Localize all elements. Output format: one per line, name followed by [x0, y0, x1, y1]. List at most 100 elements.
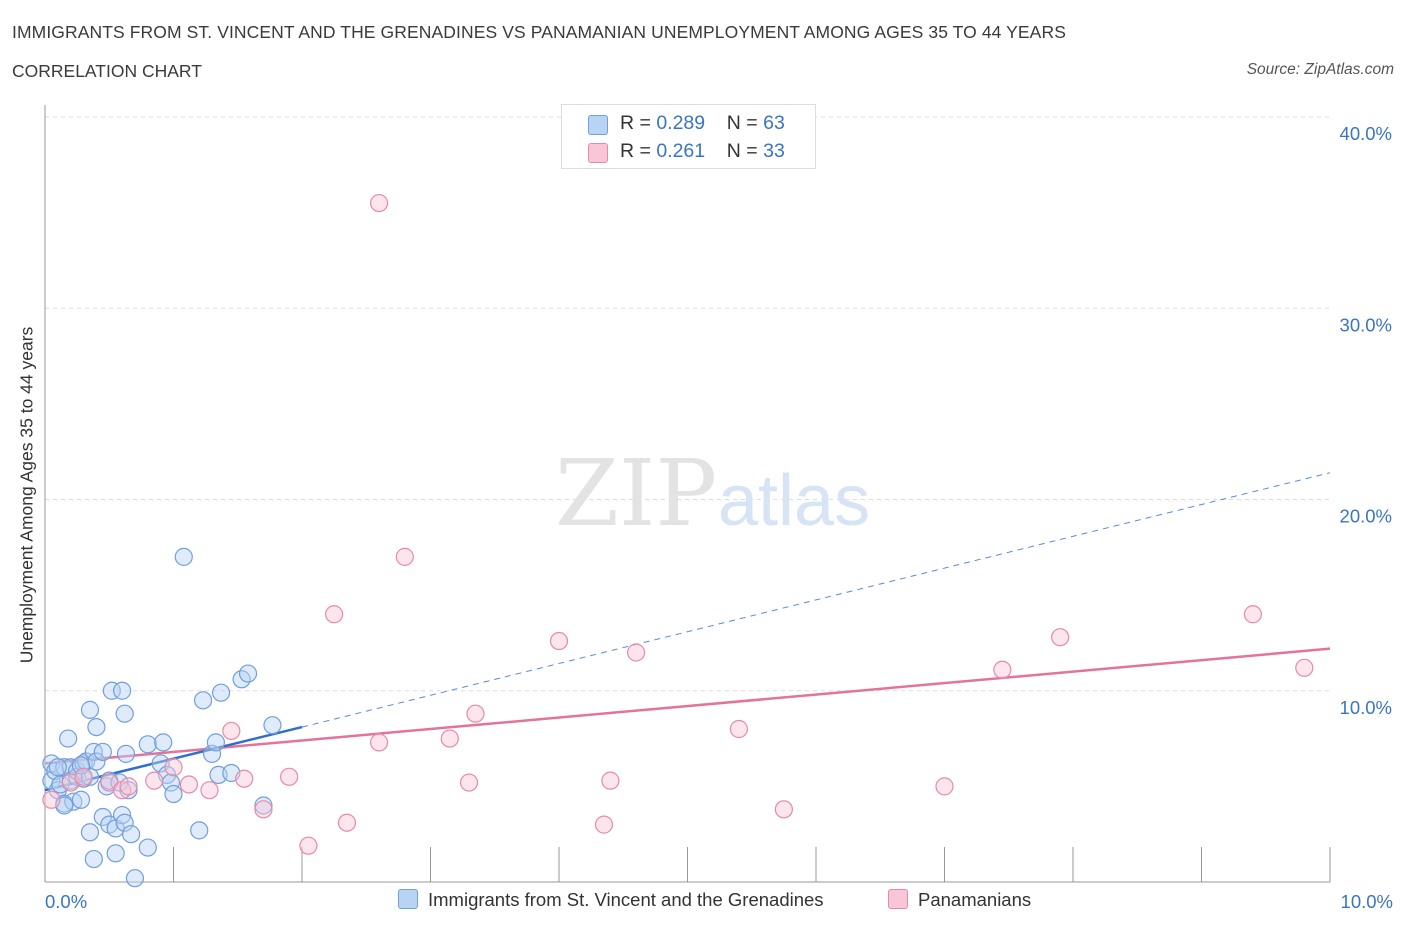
point-pink: [774, 800, 793, 819]
point-pink: [235, 769, 254, 788]
point-blue: [84, 849, 103, 869]
x-tick-label: 10.0%: [1341, 891, 1393, 912]
point-blue: [119, 781, 138, 800]
point-pink: [74, 767, 93, 786]
point-blue: [93, 742, 112, 762]
point-blue: [174, 547, 193, 566]
point-pink: [1243, 605, 1263, 624]
point-blue: [154, 733, 173, 752]
bottom-legend-swatch-pink: [888, 889, 908, 909]
point-blue: [115, 813, 134, 832]
point-pink: [601, 771, 620, 790]
point-pink: [119, 777, 138, 796]
legend-swatch-blue: [588, 115, 608, 135]
point-blue: [263, 716, 282, 735]
point-pink: [164, 758, 183, 777]
point-pink: [337, 813, 357, 832]
legend-r-label: R =: [620, 140, 657, 162]
y-tick-label: 10.0%: [1340, 697, 1392, 718]
y-tick-label: 20.0%: [1340, 506, 1392, 527]
grid-lines: [45, 116, 1330, 692]
point-pink: [466, 704, 485, 723]
bottom-legend-label-pink: Panamanians: [918, 889, 1032, 910]
point-blue: [202, 744, 222, 763]
point-blue: [102, 681, 121, 700]
source-label: Source: ZipAtlas.com: [1246, 61, 1394, 78]
tick-labels: 10.0% 20.0% 30.0% 40.0% 0.0% 10.0%: [45, 123, 1393, 912]
legend-r-value: 0.261: [656, 140, 706, 162]
legend-r-value: 0.289: [656, 112, 706, 134]
point-blue: [206, 733, 226, 752]
point-blue: [71, 790, 91, 809]
point-blue: [164, 784, 183, 804]
y-axis-label: Unemployment Among Ages 35 to 44 years: [16, 326, 37, 664]
axes: [44, 105, 1331, 883]
point-pink: [222, 721, 241, 741]
point-pink: [145, 771, 164, 790]
point-pink: [459, 773, 479, 792]
y-tick-label: 30.0%: [1340, 314, 1392, 335]
point-blue: [121, 825, 141, 844]
point-pink: [549, 631, 569, 651]
point-pink: [325, 605, 344, 624]
legend-n-label: N =: [726, 140, 764, 162]
point-blue: [80, 823, 100, 842]
point-blue: [87, 752, 106, 771]
point-blue: [59, 729, 78, 748]
legend-swatch-pink: [588, 143, 608, 163]
point-blue: [138, 735, 157, 754]
point-pink: [993, 660, 1012, 679]
point-blue: [106, 844, 125, 863]
bottom-legend-swatch-blue: [398, 889, 418, 909]
point-pink: [440, 729, 459, 748]
point-blue: [238, 664, 258, 683]
point-pink: [179, 775, 199, 794]
point-blue: [254, 796, 273, 815]
point-blue: [116, 744, 136, 763]
point-pink: [395, 547, 414, 566]
point-pink: [1051, 628, 1070, 647]
point-blue: [112, 681, 132, 700]
legend-r-label: R =: [620, 112, 657, 134]
point-blue: [193, 691, 213, 710]
y-tick-label: 40.0%: [1340, 123, 1392, 144]
watermark-zip: ZIP: [555, 440, 717, 547]
legend-n-value: 33: [763, 140, 785, 162]
trend-line-blue-extension: [301, 472, 1331, 728]
point-blue: [190, 821, 209, 840]
stats-legend: R = 0.289 N = 63 R = 0.261 N = 33: [561, 104, 816, 169]
watermark: ZIP atlas: [555, 440, 870, 547]
legend-n-value: 63: [763, 112, 785, 134]
point-pink: [299, 836, 318, 855]
legend-n-label: N =: [726, 112, 764, 134]
point-blue: [211, 683, 231, 702]
point-blue: [71, 756, 91, 775]
point-pink: [42, 790, 61, 809]
point-blue: [125, 869, 145, 888]
trend-line-pink: [44, 647, 1331, 765]
bottom-legend-pink: Panamanians: [888, 889, 1031, 911]
point-pink: [1295, 658, 1314, 677]
bottom-legend-label-blue: Immigrants from St. Vincent and the Gren…: [428, 889, 824, 910]
point-pink: [729, 719, 749, 739]
x-tick-label: 0.0%: [45, 891, 87, 912]
point-blue: [115, 704, 134, 723]
chart-title: IMMIGRANTS FROM ST. VINCENT AND THE GREN…: [12, 22, 1066, 42]
point-blue: [138, 838, 157, 857]
data-points: [42, 193, 1314, 888]
watermark-atlas: atlas: [718, 461, 870, 541]
chart-subtitle: CORRELATION CHART: [12, 61, 202, 81]
point-pink: [280, 767, 299, 786]
point-pink: [370, 193, 389, 213]
point-blue: [48, 758, 67, 777]
point-pink: [626, 643, 646, 662]
bottom-legend-blue: Immigrants from St. Vincent and the Gren…: [398, 889, 824, 911]
point-pink: [370, 733, 389, 752]
point-pink: [200, 781, 219, 800]
point-pink: [935, 777, 954, 796]
point-blue: [80, 700, 100, 719]
point-pink: [594, 815, 614, 834]
point-pink: [254, 800, 273, 819]
point-blue: [87, 717, 106, 737]
